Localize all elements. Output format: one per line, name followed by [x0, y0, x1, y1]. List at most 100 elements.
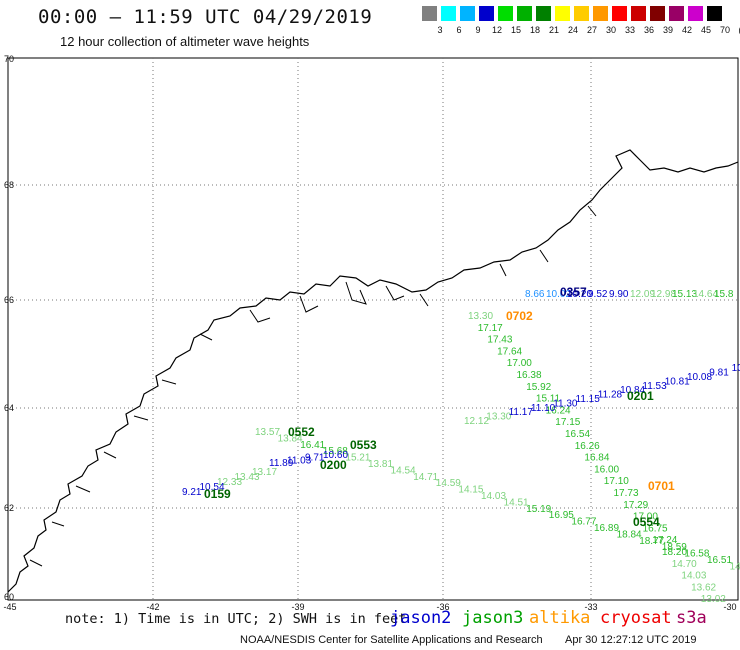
wave-height-value: 17.43 [487, 335, 512, 346]
scale-label: 18 [529, 25, 540, 35]
wave-height-value: 15.19 [526, 504, 551, 515]
map-frame [7, 57, 739, 601]
scale-label: 42 [681, 25, 692, 35]
pass-time-label: 0357 [560, 285, 587, 299]
scale-swatch [441, 6, 457, 21]
wave-height-value: 15.68 [323, 446, 348, 457]
scale-swatch [498, 6, 514, 21]
lon-label: -45 [3, 602, 16, 612]
scale-label: 36 [643, 25, 654, 35]
wave-height-value: 15.13 [672, 289, 697, 300]
wave-height-value: 14.64 [693, 289, 718, 300]
wave-height-value: 17.73 [614, 488, 639, 499]
wave-height-value: 17.29 [623, 500, 648, 511]
wave-height-value: 13.84 [278, 433, 303, 444]
wave-height-value: 11.03 [287, 455, 312, 466]
wave-height-value: 11.28 [598, 390, 623, 401]
scale-swatch [517, 6, 533, 21]
wave-height-value: 14.70 [672, 559, 697, 570]
scale-label: 70 [719, 25, 730, 35]
pass-time-label: 0159 [204, 487, 231, 501]
wave-height-value: 10.60 [323, 450, 348, 461]
wave-height-value: 13.57 [255, 427, 280, 438]
wave-height-value: 18.77 [639, 536, 664, 547]
wave-height-value: 16.41 [300, 440, 325, 451]
wave-height-value: 12.09 [630, 289, 655, 300]
wave-height-value: 10.81 [665, 376, 690, 387]
wave-height-value: 14.03 [481, 491, 506, 502]
lat-lon-grid [8, 58, 738, 600]
wave-height-value: 14.03 [681, 571, 706, 582]
wave-height-value: 15.11 [536, 394, 561, 405]
wave-height-value: 10.54 [200, 482, 225, 493]
latitude-labels: 70 68 66 64 62 60 [4, 54, 14, 602]
wave-height-value: 10.84 [620, 385, 645, 396]
wave-height-value: 8.66 [525, 289, 545, 300]
scale-label: 39 [662, 25, 673, 35]
scale-label: 27 [586, 25, 597, 35]
footnote: note: 1) Time is in UTC; 2) SWH is in fe… [65, 611, 407, 627]
wave-height-value: 18.20 [662, 547, 687, 558]
pass-time-label: 0553 [350, 438, 377, 452]
wave-height-value: 17.00 [507, 358, 532, 369]
lon-label: -42 [146, 602, 159, 612]
pass-time-label: 0201 [627, 389, 654, 403]
wave-height-value: 16.00 [594, 464, 619, 475]
scale-label: 15 [510, 25, 521, 35]
legend-s3a: s3a [676, 608, 707, 628]
wave-height-value: 14.59 [436, 478, 461, 489]
wave-height-value: 16.77 [571, 517, 596, 528]
timestamp: Apr 30 12:27:12 UTC 2019 [565, 634, 697, 646]
scale-label: 12 [491, 25, 502, 35]
wave-height-value: 10.3 [732, 363, 740, 374]
wave-height-value: 13.02 [701, 594, 726, 605]
lon-label: -33 [584, 602, 597, 612]
scale-label: 21 [548, 25, 559, 35]
wave-height-value: 13.81 [368, 459, 393, 470]
pass-time-label: 0702 [506, 309, 533, 323]
lat-label: 68 [4, 180, 14, 190]
wave-height-value: 9.81 [709, 368, 729, 379]
scale-swatch [422, 6, 438, 21]
page-subtitle: 12 hour collection of altimeter wave hei… [60, 34, 310, 49]
wave-height-value: 9.21 [182, 487, 202, 498]
lat-label: 70 [4, 54, 14, 64]
scale-label: 33 [624, 25, 635, 35]
wave-height-value: 16.54 [565, 429, 590, 440]
scale-label: 45 [700, 25, 711, 35]
scale-swatch [593, 6, 609, 21]
wave-height-value: 14.15 [458, 485, 483, 496]
wave-height-value: 15.21 [345, 453, 370, 464]
wave-height-value: 17.24 [652, 535, 677, 546]
wave-height-value: 17.15 [555, 417, 580, 428]
scale-label: 9 [475, 25, 481, 35]
lat-label: 66 [4, 295, 14, 305]
wave-height-value: 17.00 [633, 512, 658, 523]
wave-height-value: 9.90 [609, 289, 629, 300]
wave-height-value: 11.53 [642, 381, 667, 392]
legend-jason3: jason3 [462, 608, 524, 628]
wave-height-value: 12.12 [464, 416, 489, 427]
lon-label: -36 [436, 602, 449, 612]
wave-height-value: 17.10 [604, 476, 629, 487]
scale-swatch [479, 6, 495, 21]
wave-height-value: 16.24 [546, 405, 571, 416]
wave-height-value: 18.84 [617, 529, 642, 540]
scale-swatch [669, 6, 685, 21]
wave-height-value: 14.5 [730, 561, 740, 572]
legend-altika: altika [529, 608, 591, 628]
legend-cryosat: cryosat [600, 608, 672, 628]
pass-time-label: 0554 [633, 515, 660, 529]
scale-label: 30 [605, 25, 616, 35]
wave-height-value: 17.64 [497, 346, 522, 357]
legend-jason2: jason2 [390, 608, 452, 628]
lat-label: 64 [4, 403, 14, 413]
wave-height-value: 11.89 [269, 458, 294, 469]
wave-height-value: 9.71 [305, 453, 325, 464]
wave-height-value: 13.62 [691, 582, 716, 593]
credit-line: NOAA/NESDIS Center for Satellite Applica… [240, 634, 543, 646]
scale-swatch [460, 6, 476, 21]
greenland-coastline [7, 149, 739, 593]
pass-time-label: 0701 [648, 479, 675, 493]
